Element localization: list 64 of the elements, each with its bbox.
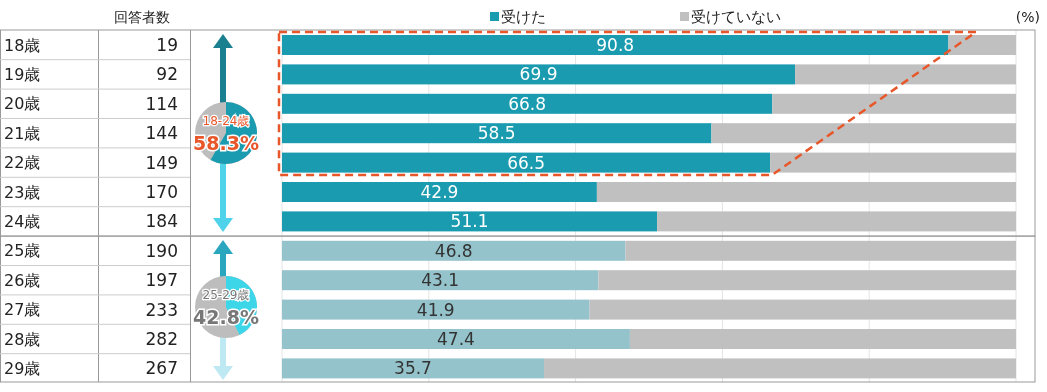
bar (282, 152, 771, 173)
bar (711, 123, 1016, 144)
text: 92 (156, 64, 178, 85)
y-tick-label: 25歳 (4, 241, 41, 261)
data-label: 51.1 (450, 211, 489, 232)
data-label: 47.4 (437, 329, 475, 349)
y-tick-label: 26歳 (4, 270, 41, 290)
y-tick-label: 28歳 (4, 329, 41, 349)
data-label: 69.9 (519, 64, 558, 85)
data-label: 35.7 (394, 358, 432, 379)
bar (282, 93, 773, 114)
y-tick-label: 20歳 (4, 94, 41, 114)
text: 149 (145, 152, 178, 173)
y-tick-label: 29歳 (4, 358, 41, 378)
bar (282, 211, 658, 232)
y-tick-label: 19歳 (4, 64, 41, 84)
bar (948, 35, 1016, 55)
bar (282, 35, 949, 55)
text: 190 (145, 240, 178, 261)
bar (596, 182, 1016, 202)
y-tick-label: 22歳 (4, 153, 41, 173)
text: 19 (156, 35, 178, 55)
text: 170 (145, 182, 178, 202)
bar (282, 358, 545, 379)
legend-label: 受けていない (691, 8, 781, 26)
y-tick-label: 21歳 (4, 123, 41, 143)
text: (%) (1015, 9, 1040, 25)
data-label: 46.8 (434, 240, 473, 261)
bar (282, 299, 590, 320)
bar (282, 123, 712, 144)
data-label: 66.5 (507, 152, 545, 173)
bar (770, 152, 1016, 173)
bar (282, 329, 630, 349)
bar (282, 270, 599, 291)
bar (625, 240, 1016, 261)
text: 144 (145, 123, 178, 144)
bar (629, 329, 1016, 349)
data-label: 58.5 (477, 123, 516, 144)
text: 233 (145, 299, 178, 320)
bar (589, 299, 1016, 320)
data-label: 90.8 (596, 35, 635, 55)
text: 114 (145, 93, 178, 114)
text: 282 (145, 329, 178, 349)
bar (282, 64, 796, 85)
text: 267 (145, 358, 178, 379)
data-label: 43.1 (421, 270, 460, 291)
bar (657, 211, 1016, 232)
bar (795, 64, 1016, 85)
bar (772, 93, 1016, 114)
text: 197 (145, 270, 178, 291)
data-label: 66.8 (508, 93, 547, 114)
y-tick-label: 18歳 (4, 35, 41, 55)
bar (282, 240, 626, 261)
y-tick-label: 23歳 (4, 182, 41, 202)
legend-label: 受けた (501, 8, 546, 26)
bar (598, 270, 1016, 291)
text: 184 (145, 211, 178, 232)
bar (282, 182, 597, 202)
data-label: 41.9 (416, 299, 455, 320)
bar (544, 358, 1016, 379)
y-tick-label: 27歳 (4, 300, 41, 320)
y-tick-label: 24歳 (4, 211, 41, 231)
text: 回答者数 (114, 9, 170, 25)
data-label: 42.9 (420, 182, 459, 202)
